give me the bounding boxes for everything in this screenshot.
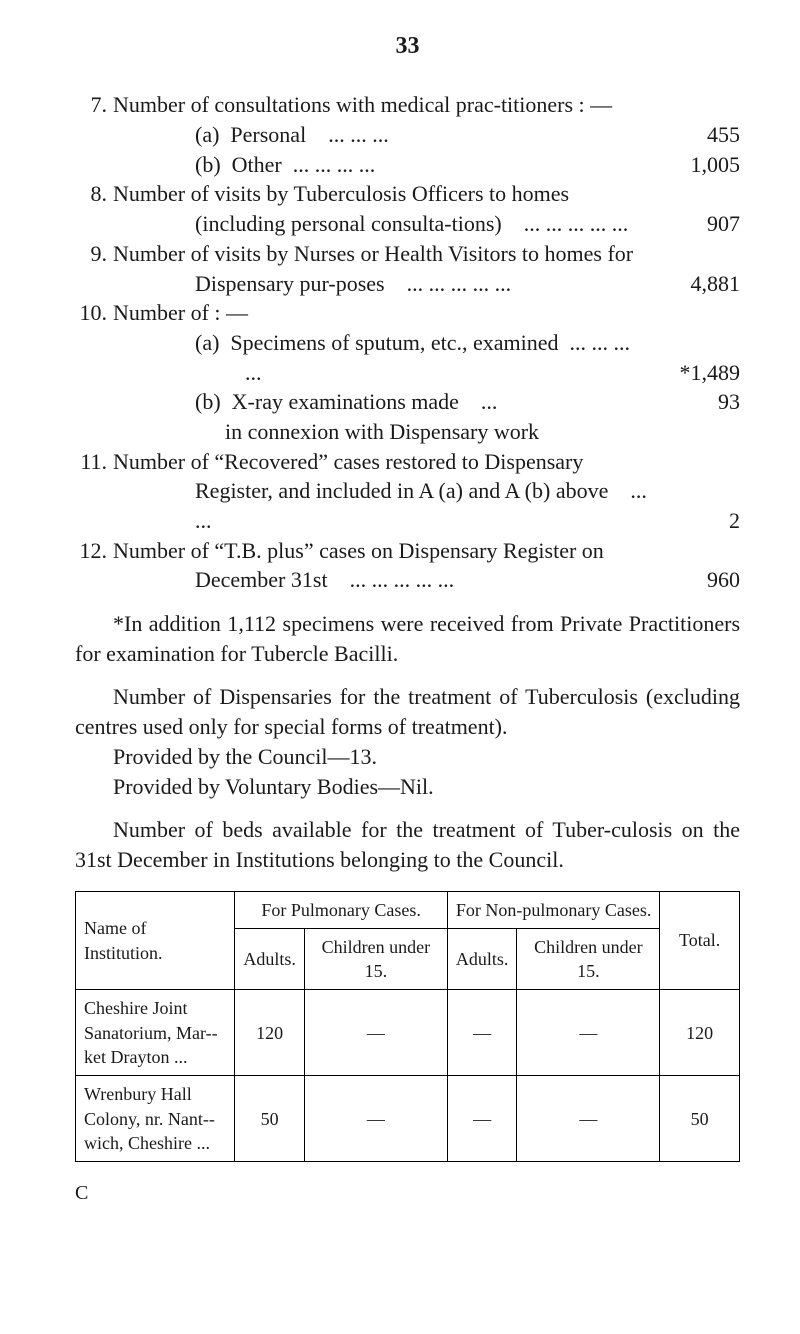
page-number: 33 — [75, 30, 740, 62]
item-7b-text: Other — [232, 152, 282, 177]
th-children-1: Children under 15. — [304, 928, 447, 990]
cell-a3-0: — — [447, 990, 517, 1076]
item-9-no: 9. — [75, 239, 107, 269]
th-total: Total. — [660, 891, 740, 990]
item-7a-val: 455 — [650, 120, 740, 150]
cell-name-1: Wrenbury Hall Colony, nr. Nant-­wich, Ch… — [76, 1076, 235, 1162]
item-12-no: 12. — [75, 536, 107, 566]
item-9: 9.Number of visits by Nurses or Health V… — [75, 239, 740, 298]
item-10a-label: (a) — [195, 330, 219, 355]
item-10-no: 10. — [75, 298, 107, 328]
item-12-dots: ... ... ... ... ... — [350, 567, 455, 592]
cell-name-0: Cheshire Joint Sanatorium, Mar-­ket Dray… — [76, 990, 235, 1076]
cell-tot-0: 120 — [660, 990, 740, 1076]
item-9-val: 4,881 — [650, 269, 740, 299]
th-name: Name of Institution. — [76, 891, 235, 990]
item-9-dots: ... ... ... ... ... — [407, 271, 512, 296]
th-adults-1: Adults. — [235, 928, 305, 990]
signature-mark: C — [75, 1180, 740, 1207]
cell-a4-1: — — [517, 1076, 660, 1162]
item-8-no: 8. — [75, 179, 107, 209]
th-children-2: Children under 15. — [517, 928, 660, 990]
provided-council: Provided by the Council—13. — [75, 742, 740, 772]
item-10-text: Number of : — — [113, 300, 248, 325]
item-7a-dots: ... ... ... — [328, 122, 389, 147]
item-11-val: 2 — [650, 506, 740, 536]
item-10b-dots: ... — [481, 389, 498, 414]
footnote-in-addition: *In addition 1,112 specimens were receiv… — [75, 609, 740, 668]
item-7: 7.Number of consultations with medical p… — [75, 90, 740, 179]
item-9-text: Number of visits by Nurses or Health Vis… — [113, 241, 633, 296]
provided-voluntary: Provided by Voluntary Bodies—Nil. — [75, 772, 740, 802]
paragraph-dispensaries: Number of Dispensaries for the treatment… — [75, 682, 740, 741]
item-10b-text: X-ray examinations made — [232, 389, 459, 414]
table-row: Cheshire Joint Sanatorium, Mar-­ket Dray… — [76, 990, 740, 1076]
cell-a1-1: 50 — [235, 1076, 305, 1162]
item-8-val: 907 — [650, 209, 740, 239]
item-7b-val: 1,005 — [650, 150, 740, 180]
item-7a-label: (a) — [195, 122, 219, 147]
item-11-no: 11. — [75, 447, 107, 477]
item-10a-text: Specimens of sputum, etc., examined — [230, 330, 558, 355]
item-7-no: 7. — [75, 90, 107, 120]
cell-a2-1: — — [304, 1076, 447, 1162]
item-10: 10.Number of : — (a) Specimens of sputum… — [75, 298, 740, 446]
item-12-val: 960 — [650, 565, 740, 595]
cell-tot-1: 50 — [660, 1076, 740, 1162]
item-7a-text: Personal — [230, 122, 306, 147]
item-8: 8.Number of visits by Tuberculosis Offic… — [75, 179, 740, 238]
item-8-dots: ... ... ... ... ... — [524, 211, 629, 236]
th-nonpulmonary: For Non-pulmonary Cases. — [447, 891, 659, 928]
paragraph-beds: Number of beds available for the treatme… — [75, 815, 740, 874]
item-11-text: Number of “Recovered” cases restored to … — [113, 449, 608, 504]
beds-table: Name of Institution. For Pulmonary Cases… — [75, 891, 740, 1163]
table-header-row-1: Name of Institution. For Pulmonary Cases… — [76, 891, 740, 928]
item-7b-label: (b) — [195, 152, 221, 177]
item-10b-cont: in connexion with Dispensary work — [75, 417, 740, 447]
cell-a4-0: — — [517, 990, 660, 1076]
th-pulmonary: For Pulmonary Cases. — [235, 891, 447, 928]
item-10b-label: (b) — [195, 389, 221, 414]
cell-a3-1: — — [447, 1076, 517, 1162]
item-8-text: Number of visits by Tuberculosis Officer… — [113, 181, 569, 236]
th-adults-2: Adults. — [447, 928, 517, 990]
table-row: Wrenbury Hall Colony, nr. Nant-­wich, Ch… — [76, 1076, 740, 1162]
item-12: 12.Number of “T.B. plus” cases on Dispen… — [75, 536, 740, 595]
cell-a2-0: — — [304, 990, 447, 1076]
cell-a1-0: 120 — [235, 990, 305, 1076]
item-7b-dots: ... ... ... ... — [293, 152, 376, 177]
item-11: 11.Number of “Recovered” cases restored … — [75, 447, 740, 536]
item-10a-val: *1,489 — [650, 358, 740, 388]
item-7-text: Number of consultations with medical pra… — [113, 92, 612, 117]
item-10b-val: 93 — [650, 387, 740, 417]
